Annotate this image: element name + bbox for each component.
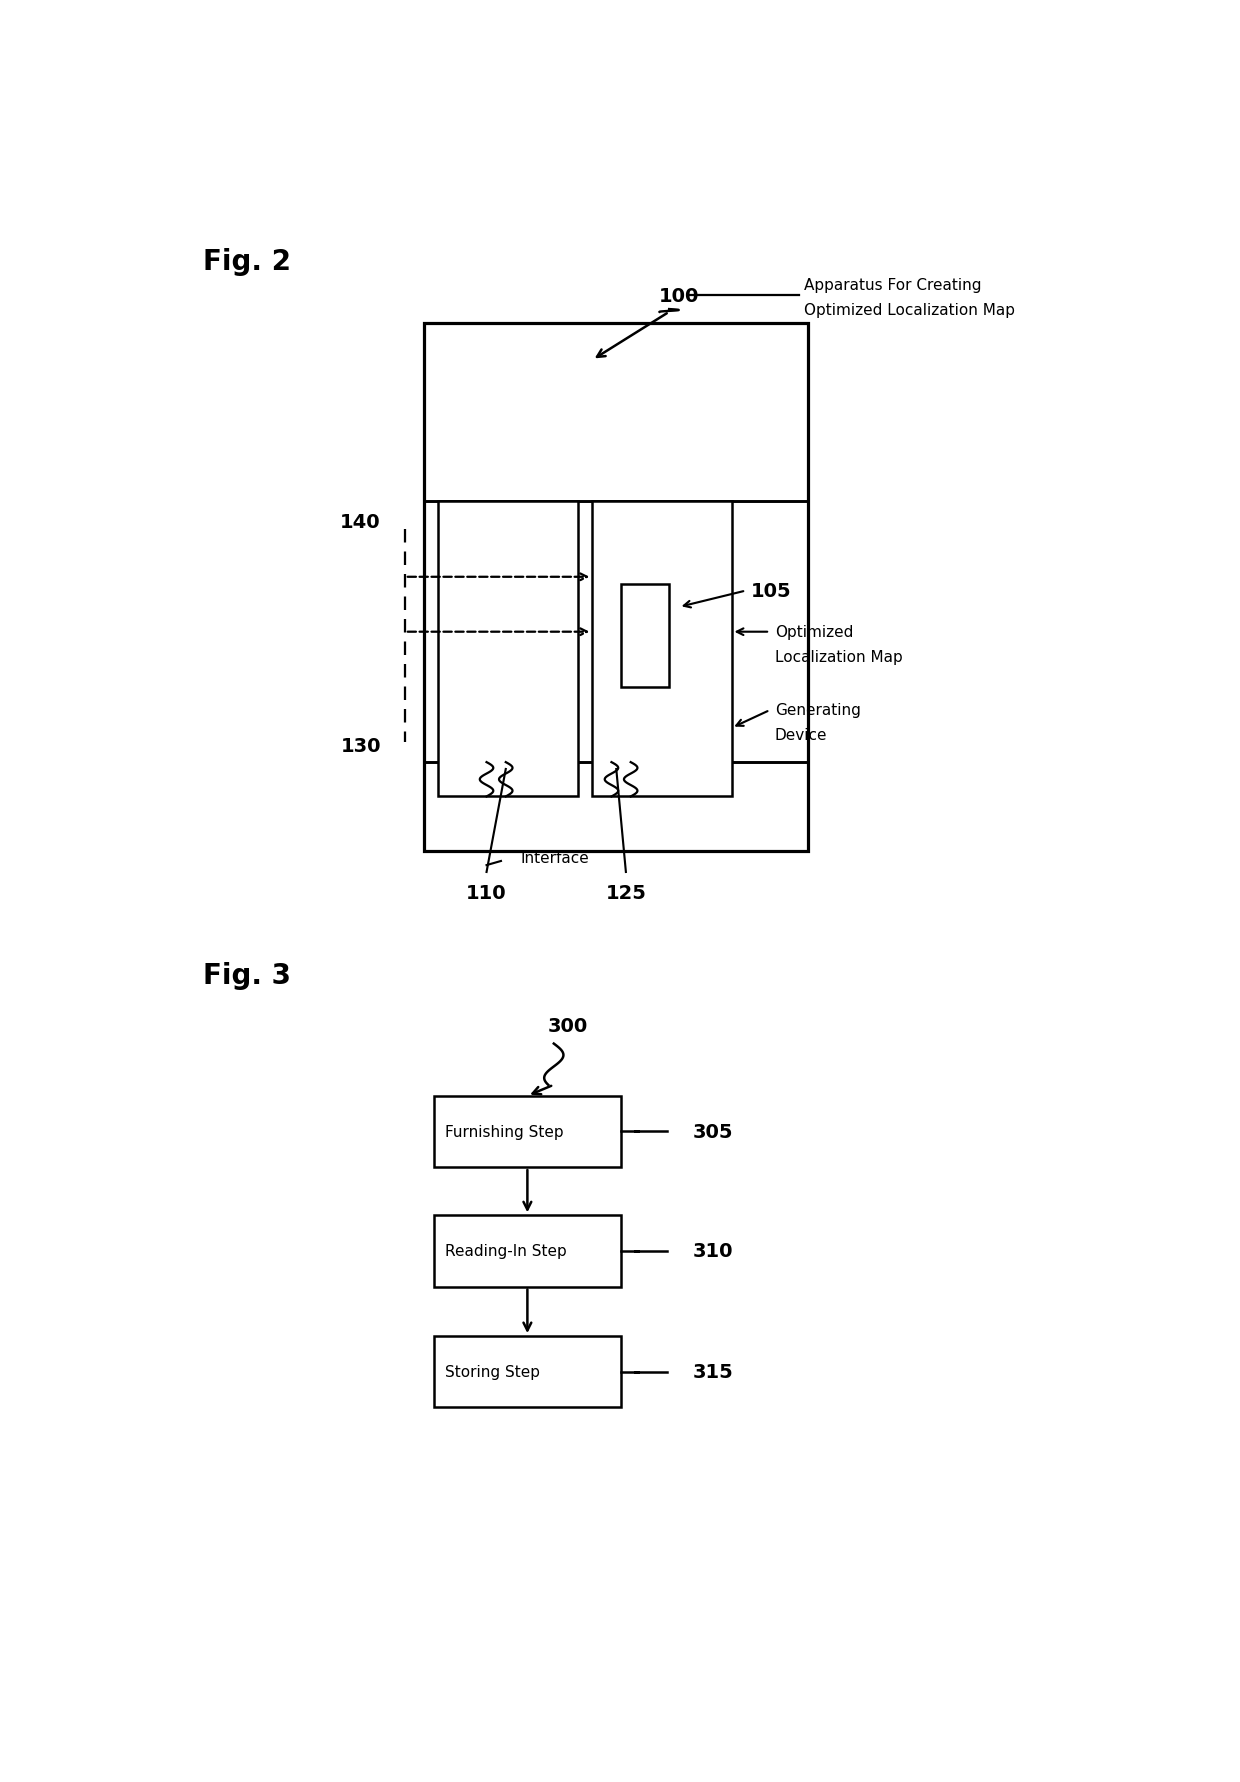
Text: 100: 100: [658, 287, 699, 307]
Bar: [621, 584, 670, 688]
Text: Apparatus For Creating: Apparatus For Creating: [804, 278, 981, 292]
Text: Device: Device: [775, 727, 827, 743]
Text: 305: 305: [693, 1123, 734, 1140]
Text: Interface: Interface: [521, 850, 589, 866]
Text: 105: 105: [751, 581, 791, 601]
Text: Optimized: Optimized: [775, 625, 853, 640]
Text: 315: 315: [693, 1363, 734, 1381]
Text: Fig. 2: Fig. 2: [203, 248, 291, 276]
Text: 140: 140: [340, 513, 381, 533]
Text: 110: 110: [466, 884, 507, 902]
Text: 300: 300: [548, 1018, 588, 1035]
Bar: [434, 1336, 621, 1408]
Bar: [434, 1215, 621, 1287]
Bar: [424, 324, 808, 852]
Text: Fig. 3: Fig. 3: [203, 962, 291, 989]
Text: Optimized Localization Map: Optimized Localization Map: [804, 303, 1014, 317]
Text: Reading-In Step: Reading-In Step: [445, 1244, 567, 1258]
Bar: [593, 503, 732, 797]
Text: Storing Step: Storing Step: [445, 1365, 541, 1379]
Text: Generating: Generating: [775, 704, 861, 718]
Bar: [439, 503, 578, 797]
Text: 130: 130: [340, 736, 381, 756]
Text: Furnishing Step: Furnishing Step: [445, 1124, 564, 1139]
Text: 310: 310: [693, 1242, 734, 1260]
Text: 125: 125: [605, 884, 646, 902]
Bar: [434, 1096, 621, 1167]
Text: Localization Map: Localization Map: [775, 650, 903, 665]
